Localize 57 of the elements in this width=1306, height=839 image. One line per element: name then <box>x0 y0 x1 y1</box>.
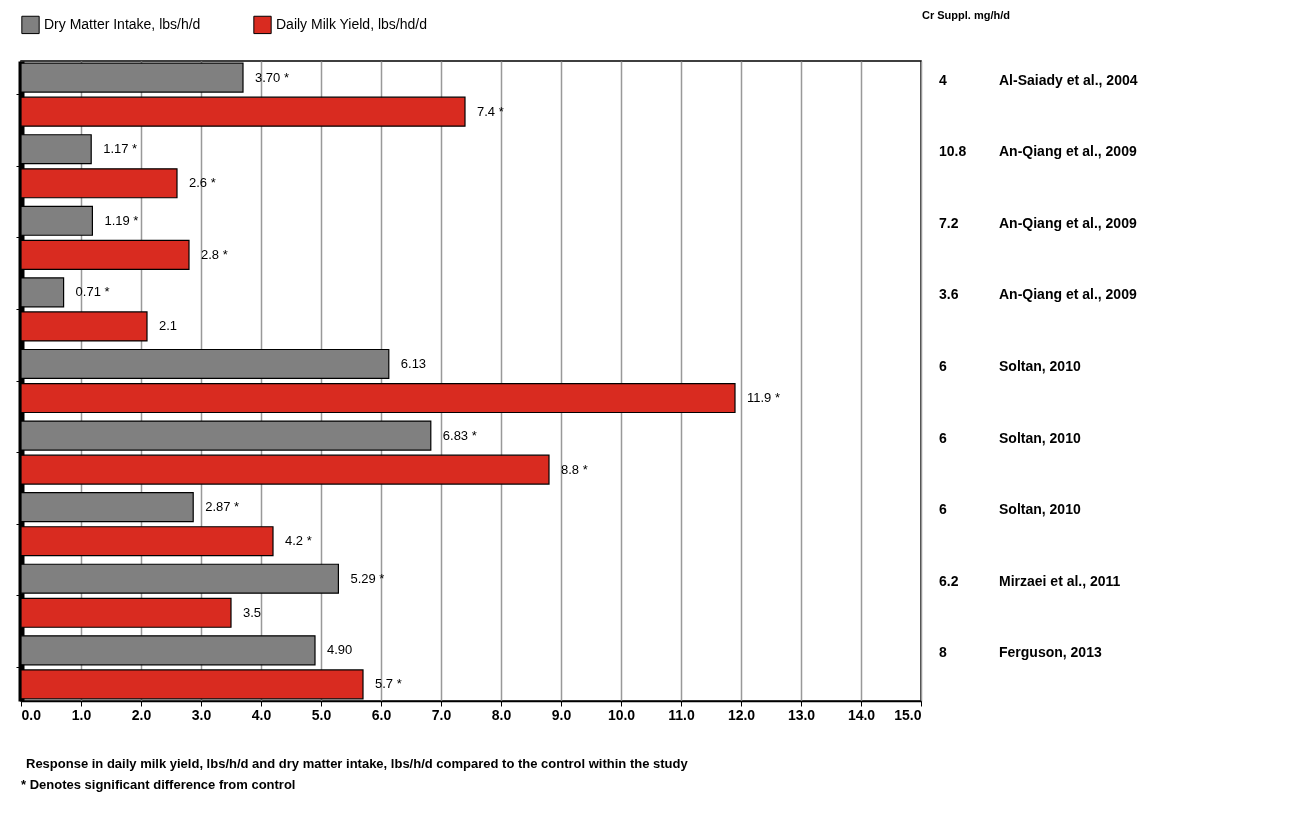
legend-label: Daily Milk Yield, lbs/hd/d <box>276 15 427 32</box>
data-label: 4.2 * <box>285 533 312 549</box>
x-tick-label: 3.0 <box>191 706 212 723</box>
x-tick-label: 6.0 <box>371 706 392 723</box>
data-label: 2.1 <box>159 318 178 334</box>
y2-tick-label: 6 <box>939 501 947 518</box>
y2-tick-label: 4 <box>939 71 947 88</box>
x-tick-label: 12.0 <box>727 706 756 723</box>
text: Cr Suppl. mg/h/d <box>922 9 1010 21</box>
legend-label: Dry Matter Intake, lbs/h/d <box>44 15 201 32</box>
x-tick-label: 7.0 <box>431 706 452 723</box>
data-label: 3.5 <box>243 604 262 620</box>
y-tick-label: An-Qiang et al., 2009 <box>999 143 1137 160</box>
data-label: 2.8 * <box>201 246 228 262</box>
x-tick-label: 14.0 <box>847 706 876 723</box>
y2-tick-label: 6 <box>939 429 947 446</box>
data-label: 1.19 * <box>104 212 139 228</box>
x-tick-label: 13.0 <box>787 706 816 723</box>
x-tick-label: 1.0 <box>71 706 92 723</box>
y2-tick-label: 7.2 <box>939 214 959 231</box>
y2-tick-label: 8 <box>939 644 947 661</box>
data-label: 2.87 * <box>205 499 240 515</box>
x-tick-label: 9.0 <box>551 706 572 723</box>
y-tick-label: Mirzaei et al., 2011 <box>999 572 1121 589</box>
text: Response in daily milk yield, lbs/h/d and dry matter intake, lbs/h/d compared to the control within the study <box>26 756 689 771</box>
text: * Denotes significant difference from control <box>21 777 296 792</box>
data-label: 1.17 * <box>103 141 138 157</box>
x-tick-label: 0.0 <box>21 706 42 723</box>
y2-tick-label: 3.6 <box>939 286 959 303</box>
y-tick-label: Soltan, 2010 <box>999 501 1081 518</box>
data-label: 8.8 * <box>561 461 588 477</box>
y2-tick-label: 6 <box>939 358 947 374</box>
y-tick-label: An-Qiang et al., 2009 <box>999 286 1137 303</box>
data-label: 2.6 * <box>189 175 216 191</box>
y-tick-label: Soltan, 2010 <box>999 358 1081 374</box>
x-tick-label: 10.0 <box>607 706 636 723</box>
x-tick-label: 8.0 <box>491 706 512 723</box>
y-tick-label: Ferguson, 2013 <box>999 644 1102 661</box>
x-tick-label: 15.0 <box>894 706 922 723</box>
data-label: 5.29 * <box>350 570 385 586</box>
data-label: 11.9 * <box>747 390 781 406</box>
x-tick-label: 11.0 <box>668 706 695 723</box>
data-label: 6.83 * <box>442 427 477 443</box>
y2-tick-label: 6.2 <box>939 572 959 589</box>
data-label: 0.71 * <box>75 284 110 300</box>
data-label: 4.90 <box>327 642 353 658</box>
data-label: 6.13 <box>400 355 427 371</box>
y2-tick-label: 10.8 <box>939 143 967 160</box>
data-label: 3.70 * <box>255 69 289 85</box>
x-tick-label: 4.0 <box>251 706 272 723</box>
data-label: 7.4 * <box>477 103 504 119</box>
y-tick-label: Al-Saiady et al., 2004 <box>999 71 1138 88</box>
data-label: 5.7 * <box>375 676 402 692</box>
x-tick-label: 5.0 <box>311 706 332 723</box>
y-tick-label: Soltan, 2010 <box>999 429 1081 446</box>
y-tick-label: An-Qiang et al., 2009 <box>999 214 1137 231</box>
x-tick-label: 2.0 <box>131 706 152 723</box>
